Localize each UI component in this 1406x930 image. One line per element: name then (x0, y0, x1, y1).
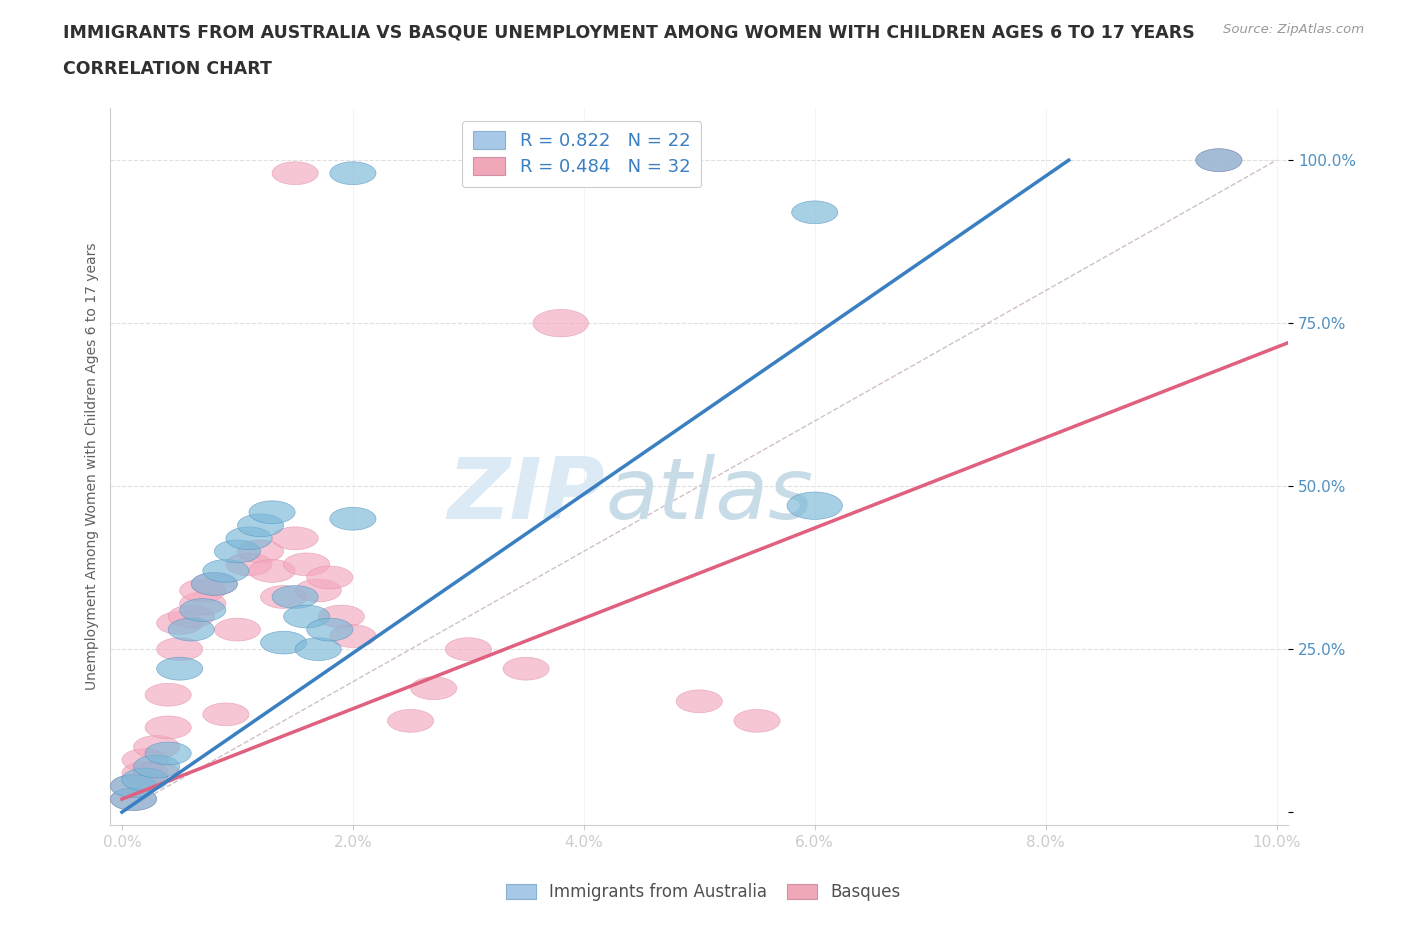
Ellipse shape (318, 605, 364, 628)
Ellipse shape (111, 788, 156, 811)
Ellipse shape (226, 553, 271, 576)
Ellipse shape (295, 579, 342, 602)
Ellipse shape (238, 540, 284, 563)
Ellipse shape (271, 162, 318, 185)
Ellipse shape (1195, 149, 1241, 171)
Ellipse shape (156, 612, 202, 634)
Ellipse shape (214, 618, 260, 641)
Y-axis label: Unemployment Among Women with Children Ages 6 to 17 years: Unemployment Among Women with Children A… (86, 243, 100, 690)
Ellipse shape (111, 788, 156, 811)
Ellipse shape (156, 658, 202, 680)
Ellipse shape (307, 566, 353, 589)
Ellipse shape (180, 592, 226, 615)
Ellipse shape (111, 775, 156, 797)
Ellipse shape (156, 638, 202, 660)
Ellipse shape (202, 560, 249, 582)
Ellipse shape (111, 775, 156, 797)
Ellipse shape (134, 755, 180, 777)
Ellipse shape (295, 638, 342, 660)
Ellipse shape (787, 492, 842, 519)
Ellipse shape (202, 703, 249, 725)
Legend: Immigrants from Australia, Basques: Immigrants from Australia, Basques (499, 876, 907, 908)
Ellipse shape (191, 573, 238, 595)
Ellipse shape (122, 749, 169, 771)
Ellipse shape (330, 508, 375, 530)
Ellipse shape (122, 768, 169, 790)
Text: atlas: atlas (605, 454, 813, 537)
Ellipse shape (180, 599, 226, 621)
Ellipse shape (330, 162, 375, 185)
Ellipse shape (134, 736, 180, 758)
Ellipse shape (134, 762, 180, 784)
Text: CORRELATION CHART: CORRELATION CHART (63, 60, 273, 78)
Ellipse shape (260, 631, 307, 654)
Ellipse shape (330, 625, 375, 647)
Ellipse shape (249, 560, 295, 582)
Legend: R = 0.822   N = 22, R = 0.484   N = 32: R = 0.822 N = 22, R = 0.484 N = 32 (463, 121, 702, 187)
Ellipse shape (145, 716, 191, 738)
Ellipse shape (238, 514, 284, 537)
Ellipse shape (226, 527, 271, 550)
Ellipse shape (411, 677, 457, 699)
Ellipse shape (191, 573, 238, 595)
Ellipse shape (271, 527, 318, 550)
Ellipse shape (271, 586, 318, 608)
Ellipse shape (145, 684, 191, 706)
Text: ZIP: ZIP (447, 454, 605, 537)
Ellipse shape (284, 605, 330, 628)
Ellipse shape (533, 310, 589, 337)
Ellipse shape (307, 618, 353, 641)
Text: Source: ZipAtlas.com: Source: ZipAtlas.com (1223, 23, 1364, 36)
Ellipse shape (734, 710, 780, 732)
Ellipse shape (214, 540, 260, 563)
Ellipse shape (169, 605, 214, 628)
Ellipse shape (169, 618, 214, 641)
Ellipse shape (676, 690, 723, 712)
Ellipse shape (446, 638, 492, 660)
Ellipse shape (503, 658, 550, 680)
Ellipse shape (388, 710, 433, 732)
Ellipse shape (249, 501, 295, 524)
Text: IMMIGRANTS FROM AUSTRALIA VS BASQUE UNEMPLOYMENT AMONG WOMEN WITH CHILDREN AGES : IMMIGRANTS FROM AUSTRALIA VS BASQUE UNEM… (63, 23, 1195, 41)
Ellipse shape (284, 553, 330, 576)
Ellipse shape (180, 579, 226, 602)
Ellipse shape (145, 742, 191, 764)
Ellipse shape (260, 586, 307, 608)
Ellipse shape (122, 762, 169, 784)
Ellipse shape (1195, 149, 1241, 171)
Ellipse shape (792, 201, 838, 224)
